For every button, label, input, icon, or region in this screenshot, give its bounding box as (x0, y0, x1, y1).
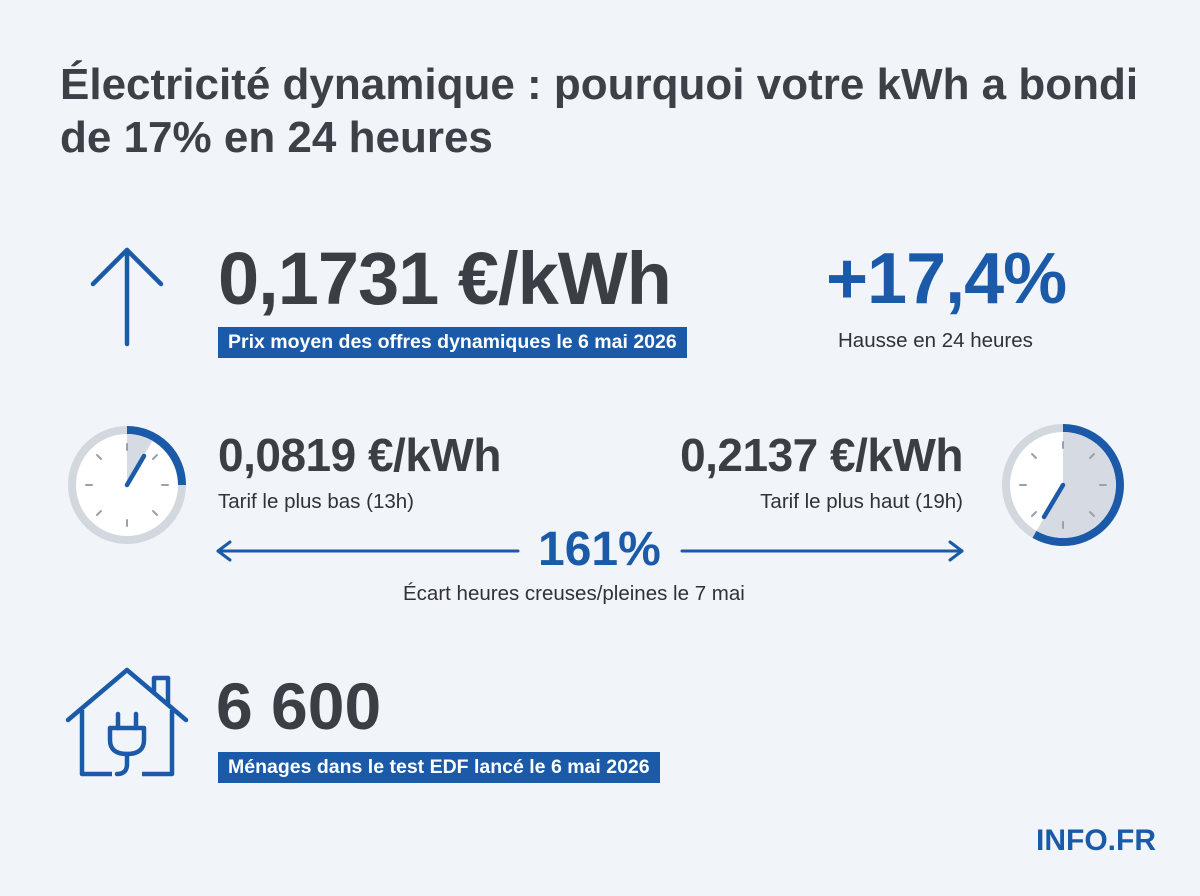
clock-icon (1002, 424, 1124, 546)
house-plug-icon (65, 667, 189, 777)
high-tariff-label: Tarif le plus haut (19h) (760, 490, 963, 513)
change-value: +17,4% (826, 239, 1067, 319)
clock-icon (68, 426, 186, 544)
brand-logo: INFO.FR (1036, 824, 1156, 857)
households-label: Ménages dans le test EDF lancé le 6 mai … (218, 752, 660, 783)
average-price-label: Prix moyen des offres dynamiques le 6 ma… (218, 327, 687, 358)
page-title: Électricité dynamique : pourquoi votre k… (60, 60, 1139, 162)
spread-value: 161% (538, 523, 661, 576)
average-price-value: 0,1731 €/kWh (218, 237, 672, 320)
high-tariff-value: 0,2137 €/kWh (680, 429, 963, 481)
change-label: Hausse en 24 heures (838, 329, 1033, 352)
low-tariff-label: Tarif le plus bas (13h) (218, 490, 414, 513)
spread-label: Écart heures creuses/pleines le 7 mai (403, 582, 745, 605)
households-value: 6 600 (216, 669, 382, 743)
low-tariff-value: 0,0819 €/kWh (218, 429, 501, 481)
spread-range-arrow (216, 540, 964, 562)
arrow-up-icon (90, 247, 164, 347)
